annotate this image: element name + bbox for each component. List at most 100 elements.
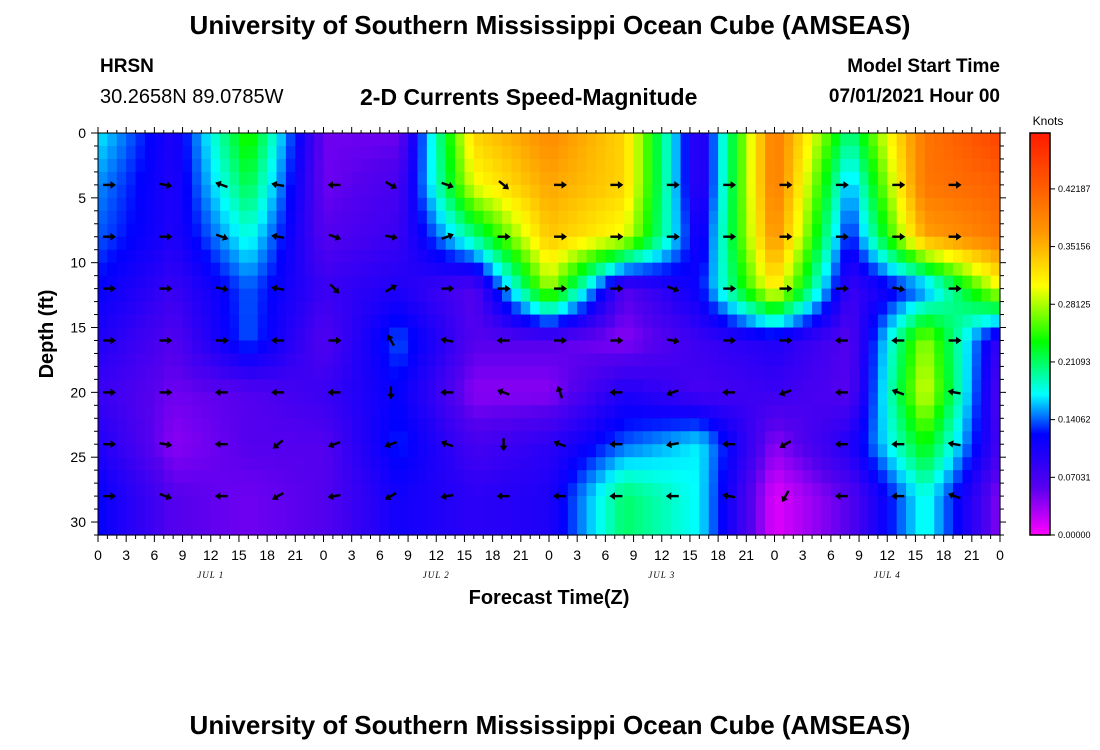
heatmap-cell [445,236,456,251]
heatmap-cell [163,223,174,238]
heatmap-cell [398,301,409,316]
heatmap-cell [586,418,597,432]
heatmap-cell [661,197,672,212]
heatmap-cell [304,210,315,225]
heatmap-cell [906,470,917,484]
heatmap-cell [182,496,193,510]
heatmap-cell [877,197,888,212]
heatmap-cell [971,522,982,536]
heatmap-cell [342,275,353,290]
heatmap-cell [163,210,174,225]
heatmap-cell [502,249,513,264]
heatmap-cell [351,133,362,147]
heatmap-cell [971,340,982,355]
heatmap-cell [370,275,381,290]
heatmap-cell [821,353,832,368]
heatmap-cell [267,379,278,393]
heatmap-cell [840,340,851,355]
heatmap-cell [990,145,1001,160]
heatmap-cell [342,418,353,432]
heatmap-cell [520,184,531,199]
heatmap-cell [605,496,616,510]
heatmap-cell [812,340,823,355]
heatmap-cell [605,405,616,419]
heatmap-cell [624,340,635,355]
heatmap-cell [718,133,729,147]
heatmap-cell [971,353,982,368]
heatmap-cell [436,210,447,225]
heatmap-cell [549,509,559,523]
heatmap-cell [229,509,240,523]
heatmap-cell [971,418,982,432]
heatmap-cell [445,379,456,393]
heatmap-cell [530,288,541,303]
heatmap-cell [736,275,747,290]
heatmap-cell [455,509,466,523]
heatmap-cell [727,392,738,406]
heatmap-cell [868,444,879,458]
heatmap-cell [567,405,578,419]
heatmap-cell [849,210,860,225]
heatmap-cell [257,223,268,238]
heatmap-cell [98,236,108,251]
heatmap-cell [962,133,973,147]
heatmap-cell [624,379,635,393]
heatmap-cell [887,353,898,368]
heatmap-cell [652,392,663,406]
heatmap-cell [981,483,992,497]
heatmap-cell [370,288,381,303]
heatmap-cell [163,158,174,173]
heatmap-cell [98,288,108,303]
heatmap-cell [389,444,400,458]
current-vector [271,388,285,397]
heatmap-cell [520,522,531,536]
heatmap-cell [642,457,653,471]
heatmap-cell [361,171,372,186]
heatmap-cell [774,496,785,510]
heatmap-cell [304,457,315,471]
heatmap-cell [191,509,202,523]
heatmap-cell [859,249,870,264]
heatmap-cell [661,171,672,186]
heatmap-cell [342,509,353,523]
heatmap-cell [849,197,860,212]
heatmap-cell [182,158,193,173]
heatmap-cell [793,301,804,316]
heatmap-cell [605,288,616,303]
heatmap-cell [408,405,419,419]
heatmap-cell [953,133,964,147]
heatmap-cell [473,327,484,342]
heatmap-cell [144,457,155,471]
heatmap-cell [314,314,325,329]
heatmap-cell [859,223,870,238]
vector-head [617,336,624,345]
heatmap-cell [953,288,964,303]
heatmap-cell [220,210,231,225]
current-vector [666,181,680,189]
heatmap-cell [708,249,719,264]
heatmap-cell [887,483,898,497]
heatmap-cell [285,171,296,186]
heatmap-cell [379,457,390,471]
heatmap-cell [812,353,823,368]
heatmap-cell [398,184,409,199]
heatmap-cell [464,522,475,536]
heatmap-cell [163,431,174,445]
heatmap-cell [445,340,456,355]
heatmap-cell [577,353,588,368]
current-vector [271,336,285,345]
heatmap-cell [962,444,973,458]
heatmap-cell [361,133,372,147]
heatmap-cell [408,366,419,380]
heatmap-cell [595,301,606,316]
heatmap-cell [361,145,372,160]
chart-title: 2-D Currents Speed-Magnitude [360,84,698,110]
heatmap-cell [624,288,635,303]
heatmap-cell [906,236,917,251]
heatmap-cell [361,483,372,497]
x-tick-label: 12 [203,547,219,563]
heatmap-cell [116,236,127,251]
heatmap-cell [821,158,832,173]
heatmap-cell [483,496,494,510]
heatmap-cell [971,275,982,290]
